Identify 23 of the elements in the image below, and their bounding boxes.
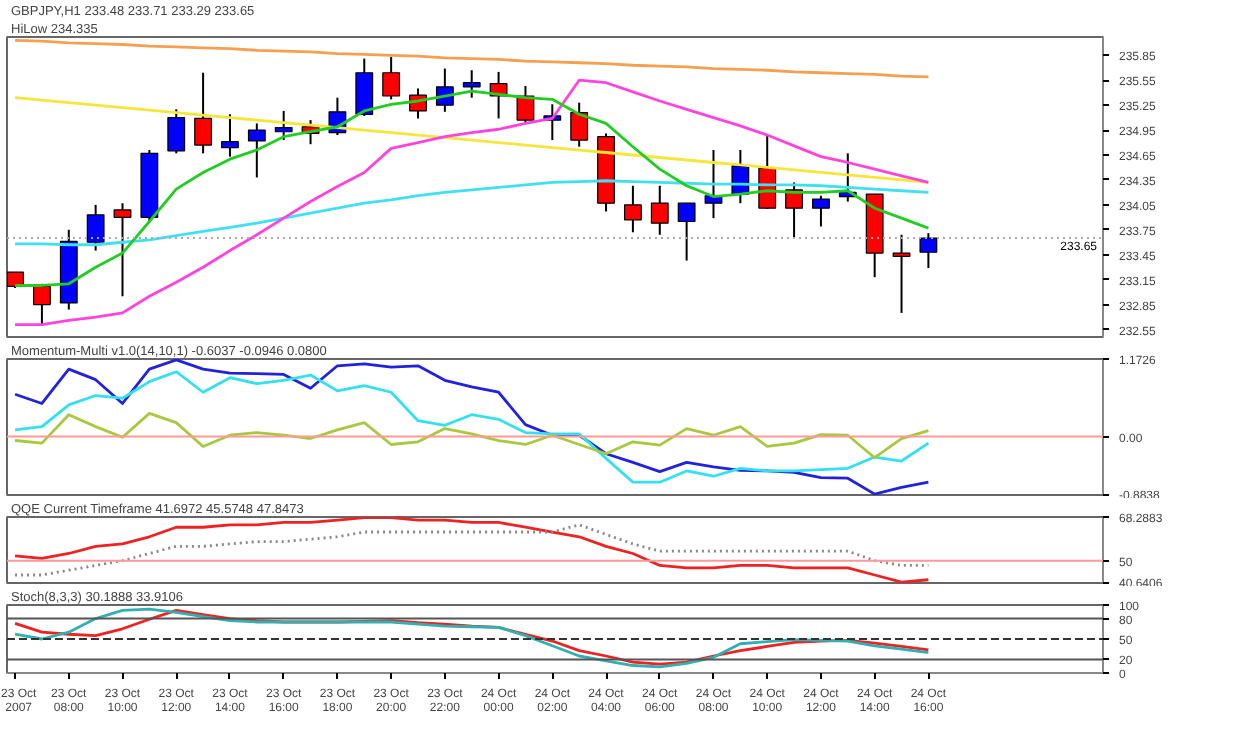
line-series [13,359,930,495]
line-series [13,370,930,484]
candlestick [86,203,105,252]
candlestick [113,202,132,298]
candlestick [247,122,266,179]
candlestick [570,101,589,148]
candlestick [221,113,239,158]
line-series [13,78,930,326]
candlestick [623,184,642,234]
candlestick [274,109,293,142]
candlestick [812,194,830,228]
candlestick [194,71,213,155]
candlestick [919,232,938,270]
candlestick [677,202,696,262]
candlestick [167,108,186,155]
candlestick [382,55,401,101]
line-series [13,412,930,460]
candlestick [462,69,481,99]
candlestick [650,184,669,236]
candlestick [892,233,911,314]
candlestick [516,85,535,125]
candlestick [355,57,374,117]
line-series [13,38,930,79]
